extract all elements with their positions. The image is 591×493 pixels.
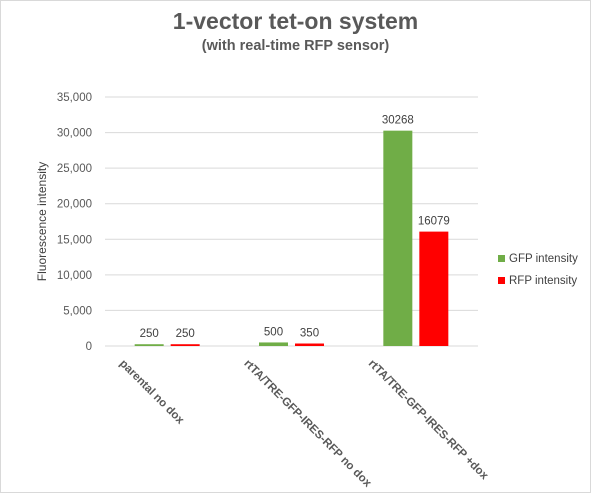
y-tick-label: 20,000 (57, 199, 92, 211)
legend-label: RFP intensity (509, 275, 577, 287)
data-label: 500 (264, 326, 283, 338)
bar-rfp (295, 343, 324, 346)
y-axis-title: Fluorescence intensity (35, 162, 49, 281)
legend-label: GFP intensity (509, 253, 578, 265)
category-label: rtTA/TRE-GFP-IRES-RFP +dox (366, 358, 491, 483)
y-tick-label: 25,000 (57, 163, 92, 175)
data-label: 30268 (382, 115, 414, 127)
legend-swatch (498, 277, 505, 284)
y-tick-label: 5,000 (63, 305, 92, 317)
y-tick-label: 0 (86, 341, 92, 353)
category-label: rtTA/TRE-GFP-IRES-RFP no dox (241, 358, 373, 490)
bar-gfp (383, 130, 413, 346)
chart-title: 1-vector tet-on system (172, 8, 419, 34)
data-label: 250 (140, 328, 159, 340)
y-tick-label: 30,000 (57, 128, 92, 140)
bar-gfp (259, 342, 288, 346)
bar-rfp (419, 231, 449, 346)
data-label: 16079 (418, 216, 450, 228)
bar-rfp (170, 344, 200, 346)
y-tick-label: 15,000 (57, 234, 92, 246)
bar-gfp (134, 344, 164, 346)
y-tick-label: 10,000 (57, 270, 92, 282)
data-label: 350 (300, 328, 319, 340)
legend-swatch (498, 255, 505, 262)
category-label: parental no dox (117, 358, 186, 427)
chart-subtitle: (with real-time RFP sensor) (201, 38, 390, 54)
y-tick-label: 35,000 (57, 92, 92, 104)
data-label: 250 (176, 328, 195, 340)
